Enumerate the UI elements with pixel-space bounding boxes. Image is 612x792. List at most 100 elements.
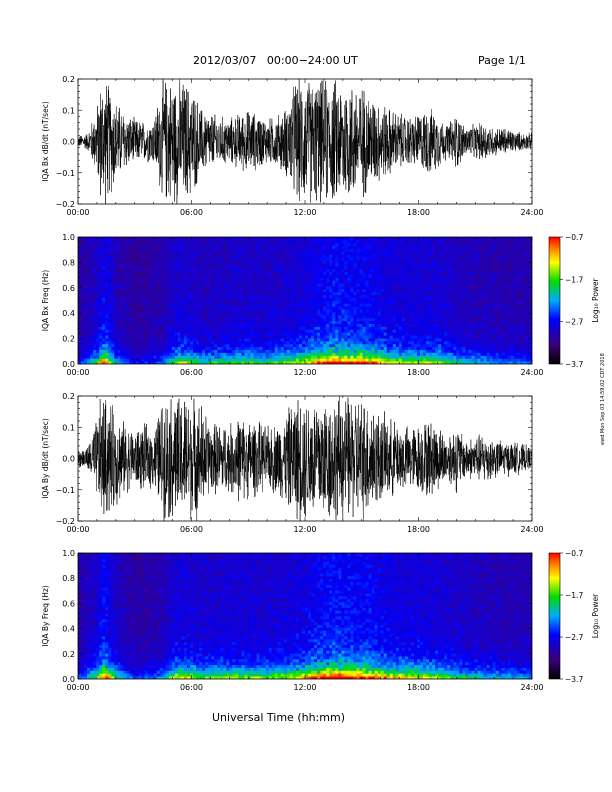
panel-2-cell xyxy=(199,358,203,362)
panel-2-cell xyxy=(147,248,152,252)
panel-2-cell xyxy=(317,291,321,296)
panel-2-cell xyxy=(289,303,294,307)
panel-2-cell xyxy=(280,314,285,319)
panel-2-cell xyxy=(159,340,164,345)
panel-2-cell xyxy=(205,329,209,333)
panel-2-cell xyxy=(247,265,251,270)
panel-2-cell xyxy=(292,257,297,261)
panel-2-cell xyxy=(180,314,185,319)
panel-2-cell xyxy=(283,346,288,350)
panel-2-cell xyxy=(90,283,94,287)
panel-2-cell xyxy=(120,288,124,293)
panel-2-cell xyxy=(171,280,176,284)
panel-2-cell xyxy=(96,268,100,273)
panel-2-cell xyxy=(93,343,97,348)
panel-2-cell xyxy=(383,254,388,258)
panel-2-cell xyxy=(199,323,203,327)
panel-2-cell xyxy=(150,303,155,307)
panel-2-cell xyxy=(202,254,206,258)
panel-2-cell xyxy=(314,257,318,261)
panel-2-cell xyxy=(392,349,397,353)
panel-2-cell xyxy=(404,291,409,296)
panel-2-cell xyxy=(286,245,291,249)
panel-2-cell xyxy=(268,329,273,333)
panel-2-cell xyxy=(353,242,357,247)
panel-2-cell xyxy=(374,274,379,278)
panel-2-cell xyxy=(156,265,161,270)
panel-2-cell xyxy=(199,320,203,324)
panel-2-cell xyxy=(289,280,294,284)
panel-2-cell xyxy=(180,349,185,353)
panel-2-cell xyxy=(132,349,136,353)
panel-2-cell xyxy=(347,338,351,342)
panel-2-cell xyxy=(326,248,330,252)
panel-2-cell xyxy=(183,338,188,342)
panel-2-cell xyxy=(250,300,254,304)
panel-2-cell xyxy=(189,283,194,287)
panel-2-cell xyxy=(392,257,397,261)
panel-2-cell xyxy=(362,338,366,342)
panel-2-cell xyxy=(359,329,363,333)
panel-2-cell xyxy=(347,254,351,258)
panel-2-cell xyxy=(365,352,369,356)
panel-2-cell xyxy=(350,254,354,258)
panel-2-cell xyxy=(292,274,297,278)
panel-2-cell xyxy=(111,274,115,278)
panel-2-cell xyxy=(241,288,245,293)
panel-2-cell xyxy=(277,335,282,339)
panel-2-cell xyxy=(265,355,270,359)
panel-2-cell xyxy=(153,242,158,247)
panel-2-cell xyxy=(250,361,254,364)
panel-2-cell xyxy=(341,268,345,273)
panel-2-cell xyxy=(301,245,306,249)
panel-2-cell xyxy=(292,271,297,275)
panel-2-cell xyxy=(368,320,372,324)
panel-2-cell xyxy=(129,274,133,278)
panel-2-cell xyxy=(247,355,251,359)
panel-2-cell xyxy=(135,317,139,322)
panel-2-cell xyxy=(84,294,88,299)
panel-2-cell xyxy=(311,300,315,304)
panel-2-cell xyxy=(253,352,257,356)
panel-2-cell xyxy=(268,326,273,330)
panel-2-cell xyxy=(286,280,291,284)
panel-2-cell xyxy=(371,286,376,290)
panel-2-cell xyxy=(350,239,354,244)
panel-2-cell xyxy=(262,361,267,364)
panel-2-cell xyxy=(229,288,233,293)
panel-2-cell xyxy=(153,248,158,252)
panel-2-cell xyxy=(298,242,303,247)
panel-2-cell xyxy=(205,297,209,301)
panel-2-cell xyxy=(368,242,372,247)
panel-2-cell xyxy=(189,297,194,301)
panel-2-cell xyxy=(371,237,376,241)
panel-2-cell xyxy=(238,335,242,339)
panel-2-cell xyxy=(407,280,412,284)
panel-2-cell xyxy=(108,314,112,319)
panel-2-cell xyxy=(280,297,285,301)
panel-2-cell xyxy=(208,355,212,359)
panel-2-cell xyxy=(214,251,218,255)
panel-2-cell xyxy=(126,340,130,345)
panel-2-cell xyxy=(223,343,227,348)
panel-2-cell xyxy=(126,248,130,252)
panel-2-cell xyxy=(223,352,227,356)
panel-2-cell xyxy=(81,268,85,273)
panel-2-cell xyxy=(202,286,206,290)
panel-2-cell xyxy=(132,346,136,350)
panel-2-cell xyxy=(238,297,242,301)
panel-2-cell xyxy=(196,294,200,299)
panel-2-cell xyxy=(323,332,327,336)
panel-2-cell xyxy=(344,352,348,356)
panel-2-cell xyxy=(205,355,209,359)
panel-2-cell xyxy=(259,245,264,249)
panel-2-cell xyxy=(301,283,306,287)
panel-2-cell xyxy=(329,340,333,345)
panel-2-cell xyxy=(99,332,103,336)
panel-2-cell xyxy=(168,248,173,252)
panel-2-cell xyxy=(271,303,276,307)
panel-2-cell xyxy=(90,306,94,310)
panel-2-cell xyxy=(81,288,85,293)
panel-2-cell xyxy=(344,291,348,296)
panel-2-cell xyxy=(262,314,267,319)
